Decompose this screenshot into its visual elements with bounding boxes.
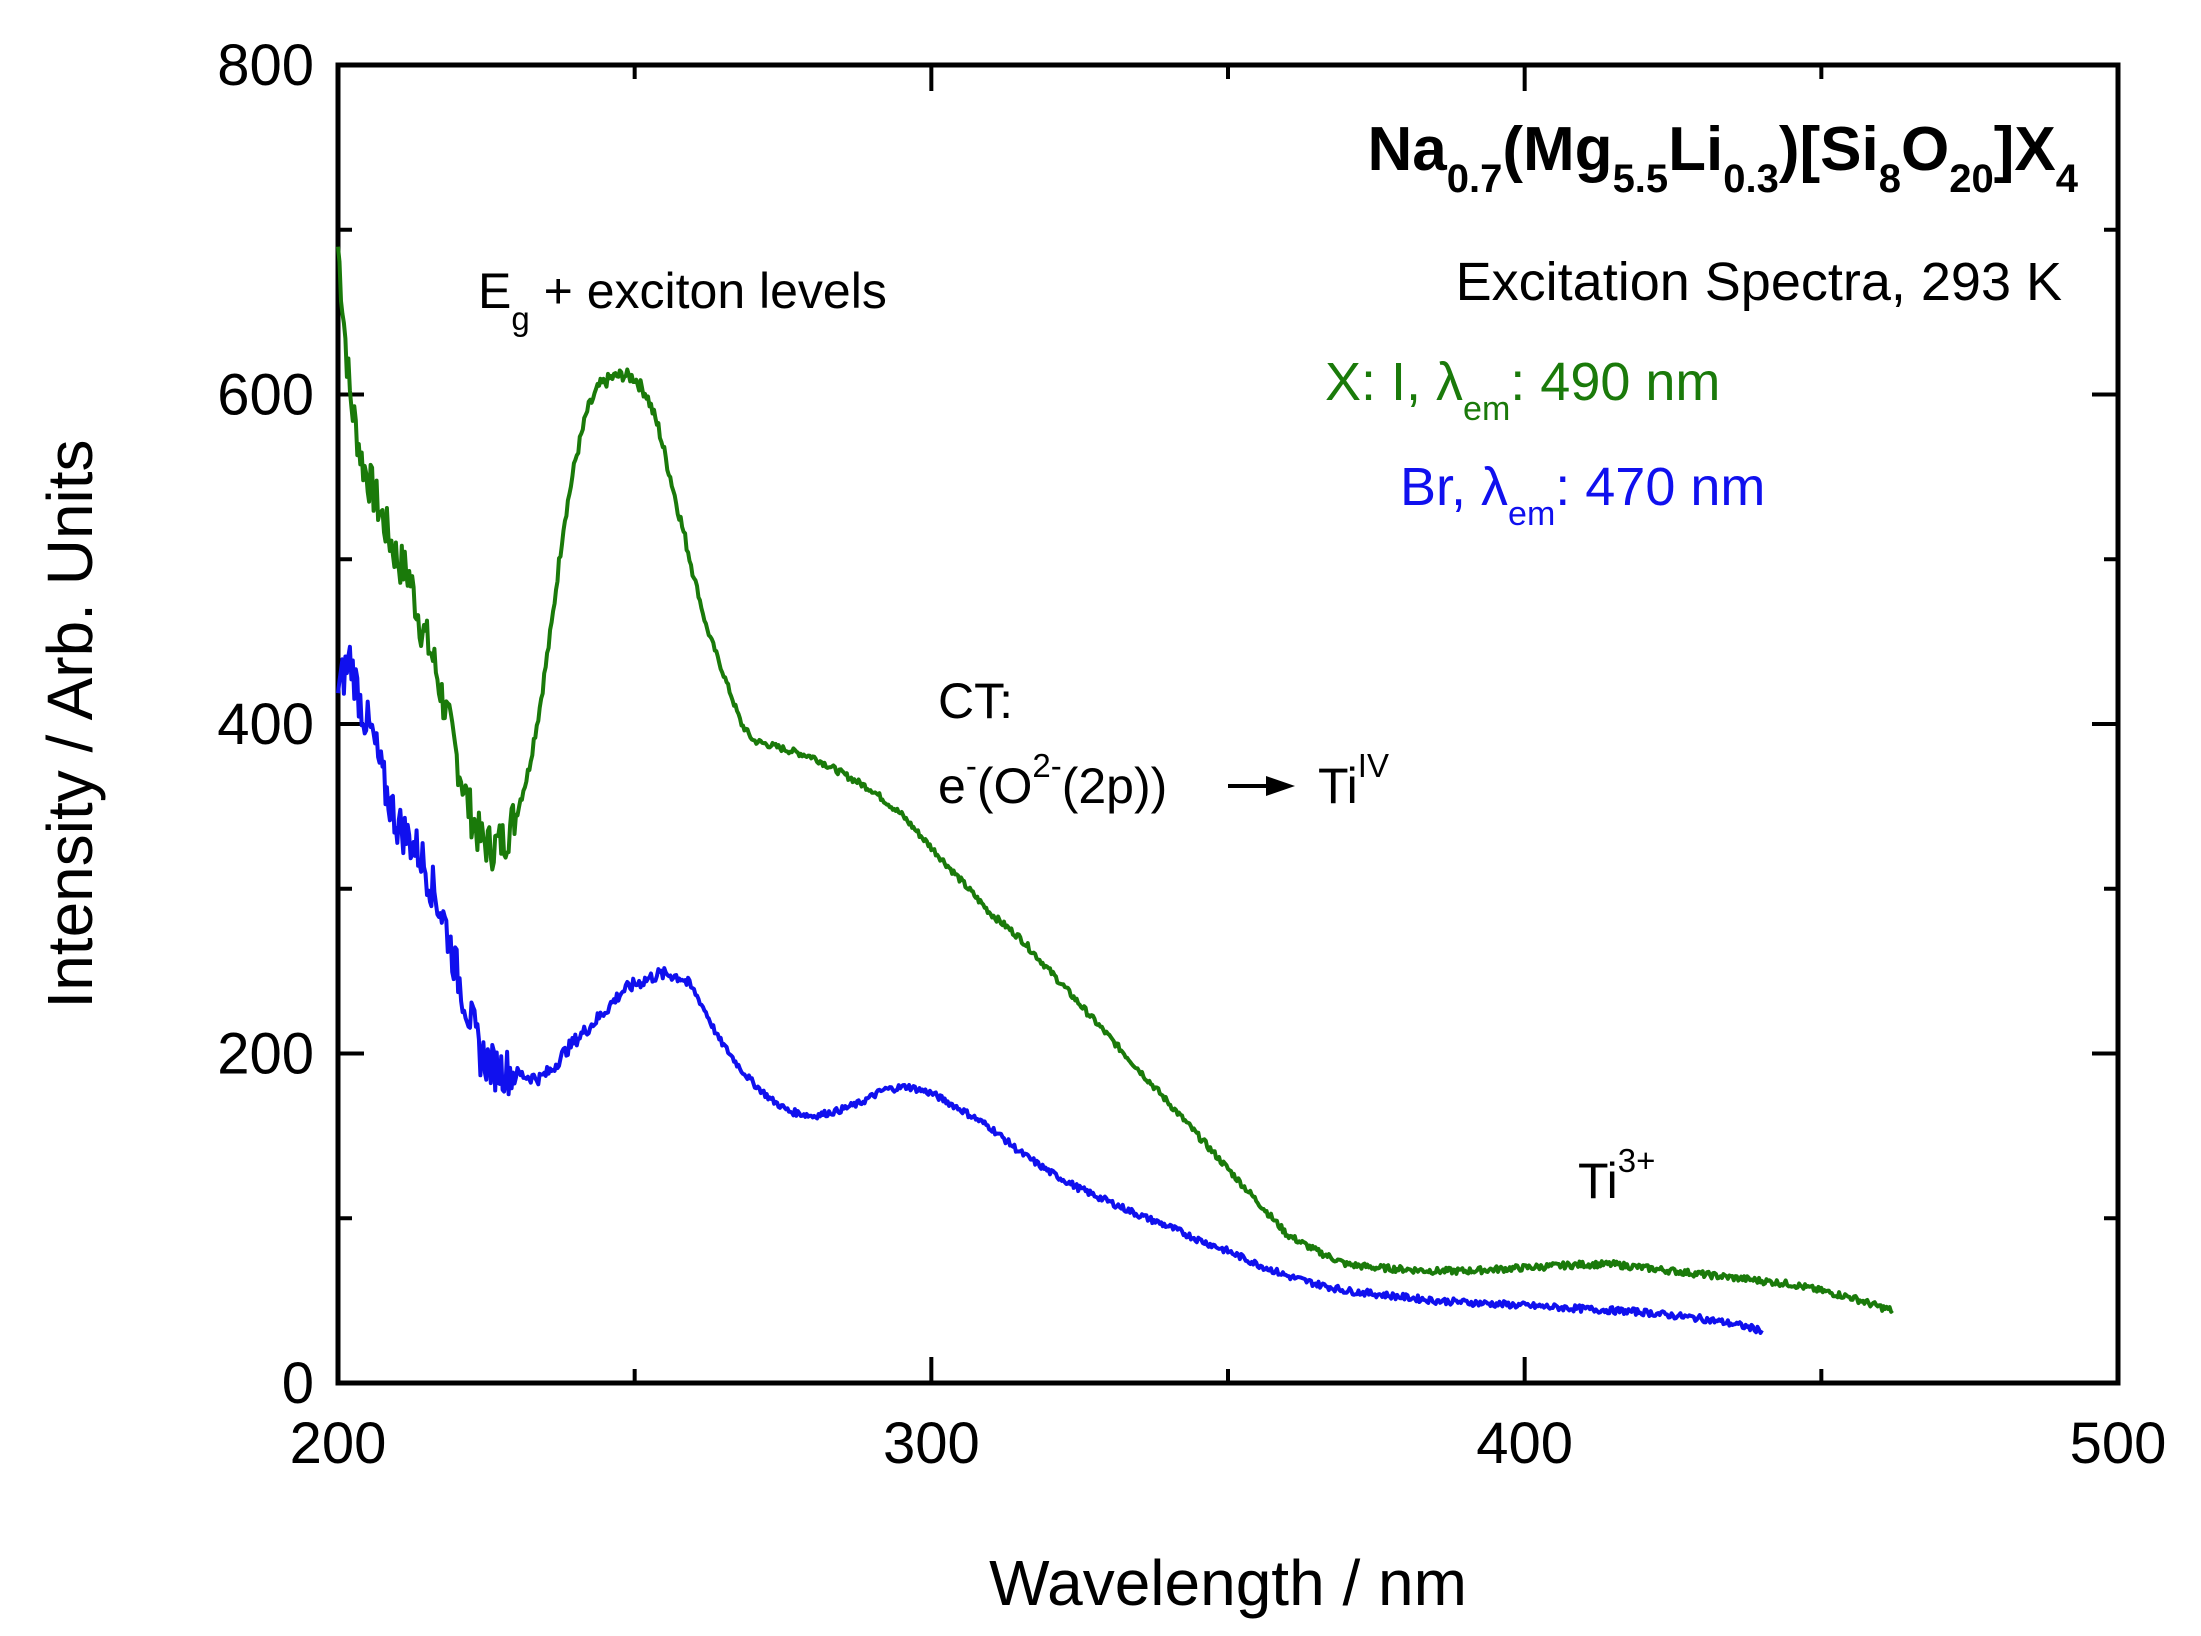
y-tick-label: 0 — [282, 1351, 314, 1416]
y-tick-label: 200 — [217, 1022, 314, 1087]
axis-ticks — [336, 63, 2120, 1385]
data-series — [336, 246, 1894, 1335]
legend-entry-bromide: Br, λem: 470 nm — [1400, 457, 1765, 533]
legend-entry-iodide: X: I, λem: 490 nm — [1325, 352, 1720, 428]
series-bromide-line — [336, 644, 1764, 1335]
ct-arrow-icon — [1228, 776, 1295, 796]
annotation-ct-title: CT: — [938, 673, 1013, 729]
annotation-exciton: Eg + exciton levels — [478, 263, 887, 337]
x-tick-label: 400 — [1476, 1411, 1573, 1476]
series-iodide-line — [336, 246, 1894, 1314]
x-tick-label: 500 — [2070, 1411, 2167, 1476]
x-axis-title: Wavelength / nm — [989, 1547, 1467, 1619]
annotation-ct-formula: e-(O2-(2p)) — [938, 747, 1167, 814]
annotation-ti3: Ti3+ — [1578, 1142, 1655, 1209]
y-tick-label: 800 — [217, 33, 314, 98]
y-tick-label: 600 — [217, 363, 314, 428]
x-tick-label: 300 — [883, 1411, 980, 1476]
chart-subtitle: Excitation Spectra, 293 K — [1456, 252, 2062, 312]
x-tick-label: 200 — [290, 1411, 387, 1476]
compound-formula: Na0.7(Mg5.5Li0.3)[Si8O20]X4 — [1368, 115, 2079, 201]
annotation-ct-target: TiIV — [1318, 747, 1389, 814]
y-axis-title: Intensity / Arb. Units — [34, 439, 106, 1008]
y-tick-label: 400 — [217, 692, 314, 757]
